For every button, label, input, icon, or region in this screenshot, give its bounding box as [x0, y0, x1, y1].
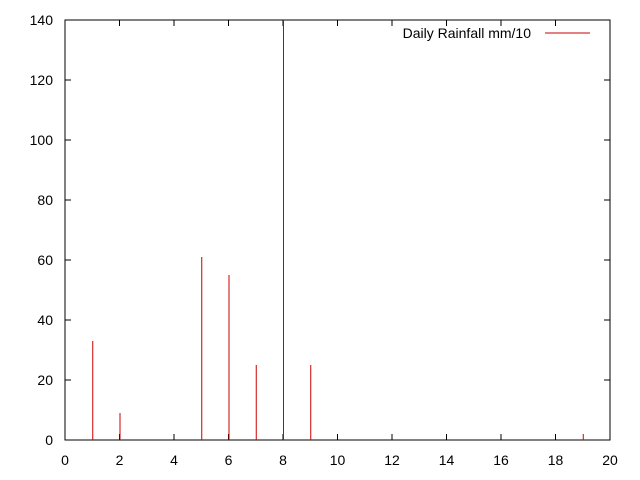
x-tick-label: 10 — [330, 452, 346, 468]
x-tick-label: 8 — [279, 452, 287, 468]
legend: Daily Rainfall mm/10 — [403, 25, 590, 41]
y-tick-label: 40 — [37, 312, 53, 328]
y-tick-label: 60 — [37, 252, 53, 268]
data-series — [92, 20, 584, 440]
x-tick-label: 16 — [493, 452, 509, 468]
plot-frame — [64, 19, 611, 441]
y-tick-label: 20 — [37, 372, 53, 388]
y-tick-label: 120 — [30, 72, 54, 88]
x-tick-label: 4 — [170, 452, 178, 468]
y-tick-label: 0 — [45, 432, 53, 448]
legend-label: Daily Rainfall mm/10 — [403, 25, 532, 41]
y-tick-label: 140 — [30, 12, 54, 28]
x-tick-label: 14 — [439, 452, 455, 468]
y-axis: 0 20 40 60 80 100 120 140 — [30, 12, 610, 448]
x-tick-label: 6 — [225, 452, 233, 468]
y-tick-label: 80 — [37, 192, 53, 208]
y-tick-label: 100 — [30, 132, 54, 148]
x-tick-label: 2 — [116, 452, 124, 468]
x-tick-label: 0 — [61, 452, 69, 468]
x-tick-label: 18 — [548, 452, 564, 468]
x-axis: 0 2 4 6 8 10 12 14 16 18 20 — [61, 20, 618, 468]
x-tick-label: 20 — [602, 452, 618, 468]
x-tick-label: 12 — [384, 452, 400, 468]
